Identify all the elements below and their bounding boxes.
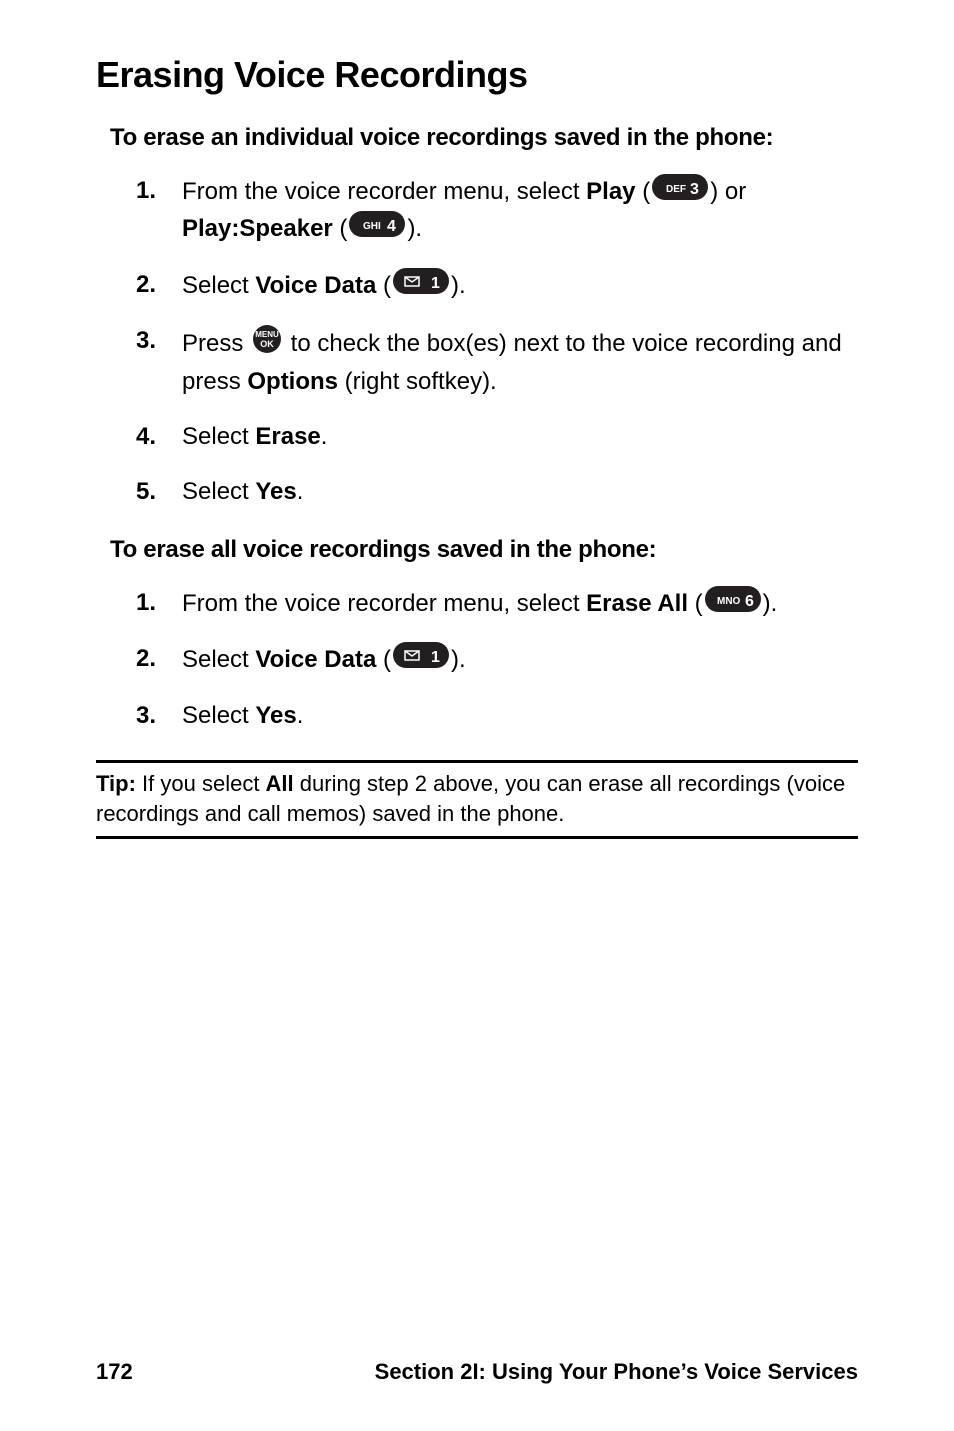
subheading-1: To erase an individual voice recordings … — [110, 124, 858, 152]
step-body: From the voice recorder menu, select Pla… — [182, 174, 858, 248]
list-item: 2. Select Voice Data (1). — [136, 268, 858, 305]
svg-text:GHI: GHI — [363, 221, 381, 232]
step-body: Press MENUOK to check the box(es) next t… — [182, 324, 858, 400]
key-mail1-icon: 1 — [393, 268, 449, 305]
key-ghi4-icon: GHI 4 — [349, 211, 405, 248]
svg-text:1: 1 — [431, 649, 440, 666]
text: ( — [376, 646, 391, 673]
text: ). — [451, 646, 466, 673]
key-mail1-icon: 1 — [393, 642, 449, 679]
text: From the voice recorder menu, select — [182, 178, 586, 205]
svg-text:DEF: DEF — [666, 184, 686, 195]
tip-label: Tip: — [96, 771, 136, 796]
text: . — [297, 702, 304, 729]
list-item: 1. From the voice recorder menu, select … — [136, 586, 858, 623]
text: . — [297, 478, 304, 505]
bold-text: Erase All — [586, 589, 688, 616]
step-number: 1. — [136, 174, 182, 248]
text: (right softkey). — [338, 368, 497, 395]
svg-text:OK: OK — [260, 339, 274, 349]
step-number: 1. — [136, 586, 182, 623]
list-item: 5. Select Yes. — [136, 475, 858, 510]
step-body: Select Voice Data (1). — [182, 642, 858, 679]
tip-block: Tip: If you select All during step 2 abo… — [96, 760, 858, 839]
bold-text: Voice Data — [255, 271, 376, 298]
step-body: Select Erase. — [182, 420, 858, 455]
svg-text:3: 3 — [690, 181, 699, 198]
step-body: Select Voice Data (1). — [182, 268, 858, 305]
steps-list-2: 1. From the voice recorder menu, select … — [136, 586, 858, 734]
bold-text: Options — [247, 368, 338, 395]
step-body: Select Yes. — [182, 475, 858, 510]
list-item: 3. Select Yes. — [136, 699, 858, 734]
text: ( — [636, 178, 651, 205]
tip-text: If you select — [136, 771, 266, 796]
step-number: 3. — [136, 699, 182, 734]
text: ). — [763, 589, 778, 616]
page-footer: 172 Section 2I: Using Your Phone’s Voice… — [96, 1359, 858, 1385]
svg-text:MNO: MNO — [717, 596, 741, 607]
text: ( — [333, 215, 348, 242]
svg-text:6: 6 — [745, 593, 754, 610]
text: ). — [407, 215, 422, 242]
step-body: From the voice recorder menu, select Era… — [182, 586, 858, 623]
step-number: 3. — [136, 324, 182, 400]
text: ( — [376, 271, 391, 298]
text: ). — [451, 271, 466, 298]
list-item: 3. Press MENUOK to check the box(es) nex… — [136, 324, 858, 400]
key-mno6-icon: MNO 6 — [705, 586, 761, 623]
text: Select — [182, 423, 255, 450]
bold-text: Play — [586, 178, 635, 205]
section-title: Section 2I: Using Your Phone’s Voice Ser… — [375, 1359, 858, 1385]
key-def3-icon: DEF 3 — [652, 174, 708, 211]
list-item: 4. Select Erase. — [136, 420, 858, 455]
bold-text: Erase — [255, 423, 320, 450]
step-number: 4. — [136, 420, 182, 455]
page-heading: Erasing Voice Recordings — [96, 54, 858, 96]
step-number: 2. — [136, 268, 182, 305]
text: Select — [182, 702, 255, 729]
svg-text:MENU: MENU — [255, 330, 279, 339]
text: Select — [182, 646, 255, 673]
tip-bold: All — [266, 771, 294, 796]
steps-list-1: 1. From the voice recorder menu, select … — [136, 174, 858, 510]
svg-text:4: 4 — [387, 218, 396, 235]
svg-text:1: 1 — [431, 275, 440, 292]
page-number: 172 — [96, 1359, 133, 1385]
text: ( — [688, 589, 703, 616]
bold-text: Yes — [255, 702, 296, 729]
subheading-2: To erase all voice recordings saved in t… — [110, 536, 858, 564]
bold-text: Voice Data — [255, 646, 376, 673]
key-menu-ok-icon: MENUOK — [252, 324, 282, 365]
list-item: 1. From the voice recorder menu, select … — [136, 174, 858, 248]
bold-text: Play:Speaker — [182, 215, 333, 242]
text: . — [321, 423, 328, 450]
bold-text: Yes — [255, 478, 296, 505]
text: ) or — [710, 178, 746, 205]
text: Press — [182, 330, 250, 357]
text: Select — [182, 271, 255, 298]
text: Select — [182, 478, 255, 505]
step-number: 5. — [136, 475, 182, 510]
list-item: 2. Select Voice Data (1). — [136, 642, 858, 679]
text: From the voice recorder menu, select — [182, 589, 586, 616]
step-body: Select Yes. — [182, 699, 858, 734]
step-number: 2. — [136, 642, 182, 679]
